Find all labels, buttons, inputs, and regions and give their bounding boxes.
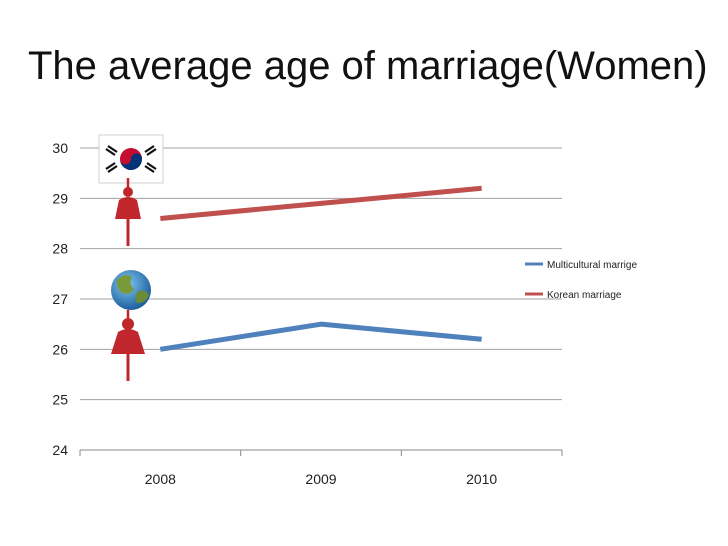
page-title: The average age of marriage(Women): [28, 44, 708, 88]
y-axis-labels: 24 25 26 27 28 29 30: [52, 140, 68, 458]
x-axis-ticks: [79, 450, 563, 456]
series-line-0: [159, 321, 482, 352]
y-tick-label: 24: [52, 442, 68, 458]
y-tick-label: 26: [52, 341, 68, 357]
series-line-1: [160, 185, 482, 221]
globe-icon: [111, 270, 151, 310]
y-tick-label: 28: [52, 241, 68, 257]
legend-label: Korean marriage: [547, 290, 622, 301]
gridlines: [80, 147, 562, 401]
legend-label: Multicultural marrige: [547, 260, 637, 271]
y-tick-label: 30: [52, 140, 68, 156]
series-lines: [159, 185, 482, 352]
woman-icon: [115, 178, 141, 246]
y-tick-label: 27: [52, 291, 68, 307]
x-axis-labels: 2008 2009 2010: [145, 471, 498, 487]
korea-flag-icon: [98, 134, 164, 184]
x-tick-label: 2009: [305, 471, 336, 487]
legend: Multicultural marrige Korean marriage: [525, 260, 637, 301]
x-tick-label: 2010: [466, 471, 497, 487]
y-tick-label: 25: [52, 392, 68, 408]
y-tick-label: 29: [52, 190, 68, 206]
x-tick-label: 2008: [145, 471, 176, 487]
woman-icon: [111, 310, 145, 381]
